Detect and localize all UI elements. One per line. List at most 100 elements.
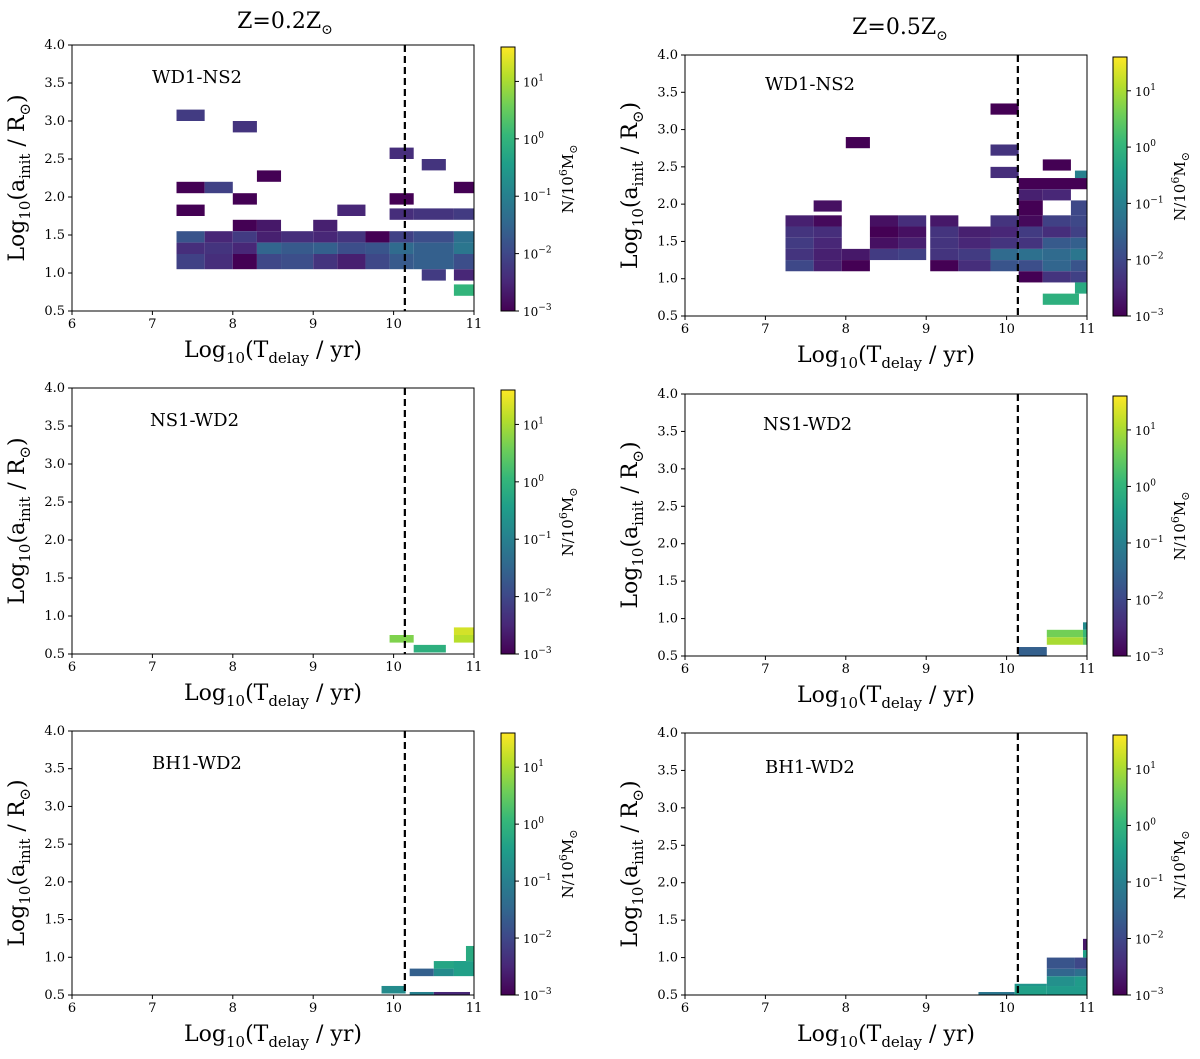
heatmap-cell <box>453 627 474 635</box>
y-tick-label: 2.0 <box>657 197 678 212</box>
heatmap-cell <box>365 242 390 254</box>
y-axis-label: Log10(ainit / R⊙) <box>5 779 34 946</box>
colorbar-label-part: ⊙ <box>1179 492 1192 501</box>
colorbar-bar <box>1112 395 1128 657</box>
heatmap-cell <box>845 137 870 149</box>
y-axis-label: Log10(ainit / R⊙) <box>5 437 34 604</box>
heatmap-cell <box>256 219 282 232</box>
y-axis-label-part: / R <box>5 457 30 496</box>
heatmap-cell <box>990 103 1019 115</box>
heatmap-cell <box>1046 976 1075 987</box>
x-axis-label: Log10(Tdelay / yr) <box>184 681 362 710</box>
x-axis-label-part: Log <box>184 338 226 363</box>
heatmap-cell <box>1082 950 1087 958</box>
y-axis-label-part: / R <box>5 799 30 838</box>
y-axis-label-part: ⊙ <box>16 788 34 801</box>
panel-bh1-wd2-col1: 6 7 8 9 10 110.51.01.52.02.53.03.54.0BH1-WD2L… <box>618 726 1192 1051</box>
heatmap-cell <box>232 254 257 270</box>
heatmap-cell <box>841 248 870 261</box>
heatmap-cell <box>256 242 282 254</box>
heatmap-cell <box>1042 215 1071 227</box>
x-tick-label: 11 <box>466 660 483 675</box>
x-axis-label-part: (T <box>245 681 269 706</box>
heatmap-cell <box>1082 938 1087 951</box>
y-tick-label: 3.5 <box>657 424 678 439</box>
heatmap-cell <box>389 242 414 254</box>
heatmap-cells <box>381 945 474 995</box>
y-tick-label: 0.5 <box>657 309 678 324</box>
colorbar-label-part: ⊙ <box>1179 152 1192 161</box>
heatmap-cell <box>1070 215 1087 227</box>
y-axis-label-part: 10 <box>629 548 647 567</box>
colorbar-tick-exp: −1 <box>1150 195 1163 205</box>
colorbar-tick-exp: −1 <box>538 873 551 883</box>
heatmap-cell <box>1046 637 1083 645</box>
heatmap-cell <box>1046 629 1083 638</box>
x-tick-label: 9 <box>309 660 317 675</box>
colorbar-tick-exp: 0 <box>538 474 544 484</box>
colorbar-label-part: ⊙ <box>567 145 580 154</box>
heatmap-cell <box>898 215 927 227</box>
colorbar-tick-base: 10 <box>523 133 538 147</box>
x-axis-label: Log10(Tdelay / yr) <box>797 683 975 712</box>
heatmap-cell <box>365 254 390 270</box>
heatmap-cell <box>1014 986 1047 995</box>
y-axis-label: Log10(ainit / R⊙) <box>618 102 647 269</box>
heatmap-cell <box>1042 226 1071 238</box>
colorbar-label-part: N/10 <box>1171 862 1189 899</box>
colorbar-tick-base: 10 <box>523 248 538 262</box>
x-tick-label: 6 <box>681 322 689 337</box>
panel-ns1-wd2-col0: 6 7 8 9 10 110.51.01.52.02.53.03.54.0NS1-WD2L… <box>5 381 580 710</box>
heatmap-cell <box>978 992 1015 995</box>
y-axis-label-part: 10 <box>16 544 34 563</box>
y-tick-label: 3.0 <box>657 801 678 816</box>
colorbar-tick-label: 100 <box>1135 139 1156 155</box>
heatmap-cell <box>453 208 474 220</box>
y-tick-label: 2.5 <box>657 838 678 853</box>
y-tick-label: 3.5 <box>657 763 678 778</box>
colorbar-tick-label: 100 <box>523 816 544 832</box>
y-tick-label: 1.0 <box>44 950 65 965</box>
colorbar-tick-exp: −3 <box>1150 308 1164 318</box>
y-tick-label: 3.0 <box>657 123 678 138</box>
y-axis-label: Log10(ainit / R⊙) <box>618 780 647 947</box>
y-axis-label-part: Log <box>618 227 643 269</box>
heatmap-cell <box>453 284 474 296</box>
heatmap-cell <box>433 991 470 995</box>
colorbar-tick-exp: 0 <box>1150 817 1156 827</box>
heatmap-cell <box>337 231 366 243</box>
colorbar-tick-label: 101 <box>1135 83 1156 99</box>
colorbar-tick-exp: −3 <box>538 646 552 656</box>
y-tick-label: 1.0 <box>657 272 678 287</box>
heatmap-cell <box>389 254 414 270</box>
heatmap-cell <box>813 260 842 272</box>
y-axis-label-part: init <box>16 497 34 522</box>
column-title-left: Z=0.2Z⊙ <box>237 9 333 38</box>
heatmap-cell <box>958 260 991 272</box>
colorbar-label-part: N/10 <box>1171 184 1189 221</box>
colorbar-tick-exp: −1 <box>1150 535 1163 545</box>
heatmap-cell <box>204 181 233 194</box>
colorbar-tick-base: 10 <box>523 875 538 889</box>
x-tick-label: 8 <box>229 660 237 675</box>
x-axis-label: Log10(Tdelay / yr) <box>184 1022 362 1051</box>
y-tick-label: 2.0 <box>657 876 678 891</box>
colorbar-tick-base: 10 <box>1135 819 1150 833</box>
colorbar-tick-exp: 1 <box>538 759 544 769</box>
y-axis-label-part: Log <box>618 567 643 609</box>
y-tick-label: 3.0 <box>44 114 65 129</box>
heatmap-cell <box>813 226 842 238</box>
y-tick-label: 4.0 <box>44 381 65 396</box>
heatmap-cell <box>1042 189 1071 201</box>
heatmap-cell <box>1074 170 1087 179</box>
heatmap-cell <box>1018 200 1043 216</box>
heatmap-cell <box>389 147 414 159</box>
heatmap-cell <box>337 242 366 254</box>
x-axis-label-part: / yr) <box>922 343 975 368</box>
x-tick-label: 6 <box>681 662 689 677</box>
plot-frame <box>684 54 1088 317</box>
x-axis-label-part: / yr) <box>922 1022 975 1047</box>
